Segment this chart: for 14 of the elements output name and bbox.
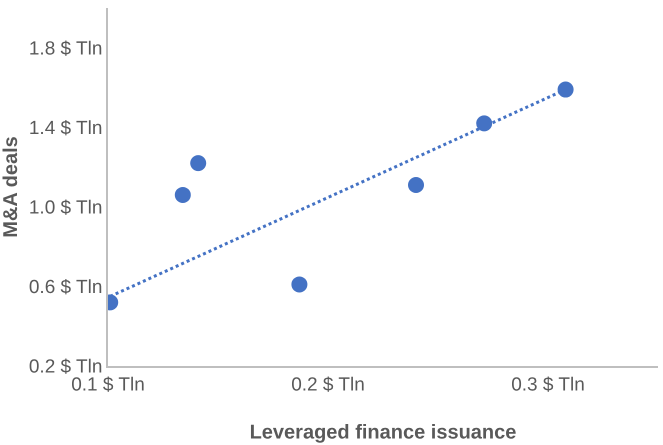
y-tick-label: 1.8 $ Tln — [28, 38, 102, 60]
point — [558, 82, 574, 98]
x-tick-label: 0.3 $ Tln — [511, 374, 585, 396]
y-tick-label: 1.0 $ Tln — [28, 198, 102, 219]
y-tick-label: 1.4 $ Tln — [28, 118, 102, 139]
point — [476, 115, 492, 132]
x-tick-label: 0.2 $ Tln — [291, 374, 365, 396]
point — [291, 276, 308, 292]
y-axis-title: M&A deals — [0, 136, 22, 238]
point — [408, 177, 424, 194]
point — [174, 186, 191, 203]
point — [190, 155, 206, 172]
y-tick-label: 0.6 $ Tln — [28, 277, 102, 298]
x-axis-title: Leveraged finance issuance — [250, 422, 516, 444]
